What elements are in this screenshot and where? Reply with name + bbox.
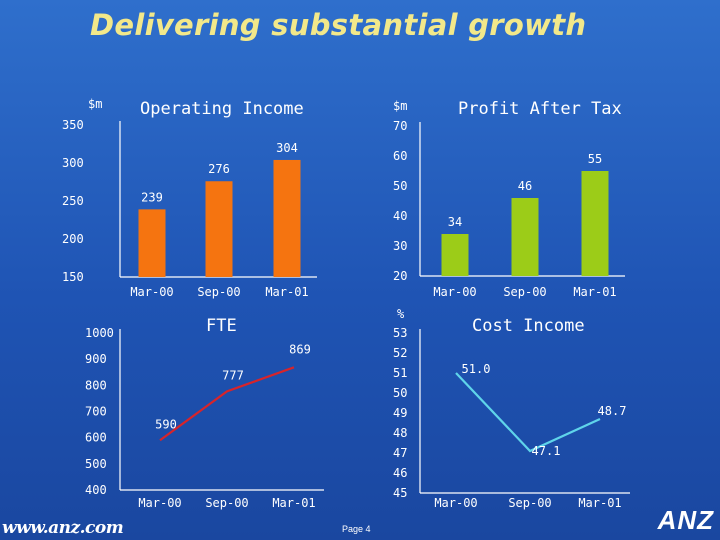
operating-income-x-tick-label: Sep-00 [197,285,240,299]
cost-income-y-tick-label: 50 [393,386,407,400]
operating-income-y-tick-label: 300 [62,156,84,170]
profit-after-tax-data-label: 46 [518,179,532,193]
operating-income-y-tick-label: 250 [62,194,84,208]
operating-income-x-tick-label: Mar-00 [130,285,173,299]
cost-income-x-tick-label: Mar-01 [578,496,621,510]
profit-after-tax-x-tick-label: Sep-00 [503,285,546,299]
page-number: Page 4 [342,524,371,534]
fte-data-label: 777 [222,368,244,382]
operating-income-y-tick-label: 200 [62,232,84,246]
operating-income-y-tick-label: 350 [62,118,84,132]
cost-income-data-label: 47.1 [532,444,561,458]
cost-income-y-tick-label: 49 [393,406,407,420]
profit-after-tax-x-tick-label: Mar-00 [433,285,476,299]
fte-y-tick-label: 900 [85,352,107,366]
profit-after-tax-y-tick-label: 70 [393,119,407,133]
profit-after-tax-y-tick-label: 40 [393,209,407,223]
cost-income-unit-label: % [397,307,405,321]
profit-after-tax-x-tick-label: Mar-01 [573,285,616,299]
cost-income-y-tick-label: 52 [393,346,407,360]
fte-y-tick-label: 500 [85,457,107,471]
cost-income-y-tick-label: 45 [393,486,407,500]
footer-url-link[interactable]: www.anz.com [2,518,124,538]
profit-after-tax-y-tick-label: 60 [393,149,407,163]
cost-income-y-tick-label: 46 [393,466,407,480]
cost-income-x-tick-label: Sep-00 [508,496,551,510]
fte-title: FTE [206,316,237,336]
profit-after-tax-bar [511,198,539,276]
profit-after-tax-title: Profit After Tax [458,99,622,119]
fte-y-tick-label: 1000 [85,326,114,340]
fte-y-tick-label: 400 [85,483,107,497]
fte-x-tick-label: Mar-00 [138,496,181,510]
operating-income-y-tick-label: 150 [62,270,84,284]
cost-income-y-tick-label: 53 [393,326,407,340]
operating-income-bar [273,159,301,277]
slide-title: Delivering substantial growth [90,8,587,42]
operating-income-bar [205,181,233,277]
cost-income-data-label: 51.0 [462,362,491,376]
fte-x-tick-label: Sep-00 [205,496,248,510]
profit-after-tax-bar [441,234,469,276]
cost-income-data-label: 48.7 [598,404,627,418]
cost-income-y-tick-label: 51 [393,366,407,380]
profit-after-tax-y-tick-label: 20 [393,269,407,283]
fte-series-line [159,366,295,442]
profit-after-tax-data-label: 55 [588,152,602,166]
fte-x-tick-label: Mar-01 [272,496,315,510]
cost-income-series-line [455,372,601,453]
operating-income-data-label: 304 [276,141,298,155]
fte-y-tick-label: 700 [85,405,107,419]
fte-y-tick-label: 800 [85,378,107,392]
cost-income-y-tick-label: 48 [393,426,407,440]
fte-data-label: 590 [155,417,177,431]
operating-income-title: Operating Income [140,99,304,119]
operating-income-bar [138,209,166,277]
profit-after-tax-y-tick-label: 50 [393,179,407,193]
operating-income-data-label: 239 [141,190,163,204]
cost-income-title: Cost Income [472,316,585,336]
fte-data-label: 869 [289,342,311,356]
fte-y-tick-label: 600 [85,431,107,445]
profit-after-tax-y-tick-label: 30 [393,239,407,253]
profit-after-tax-bar [581,171,609,276]
anz-logo: ANZ [657,505,714,535]
operating-income-data-label: 276 [208,162,230,176]
profit-after-tax-data-label: 34 [448,215,462,229]
cost-income-y-tick-label: 47 [393,446,407,460]
profit-after-tax-unit-label: $m [393,99,407,113]
operating-income-unit-label: $m [88,97,102,111]
operating-income-x-tick-label: Mar-01 [265,285,308,299]
cost-income-x-tick-label: Mar-00 [434,496,477,510]
